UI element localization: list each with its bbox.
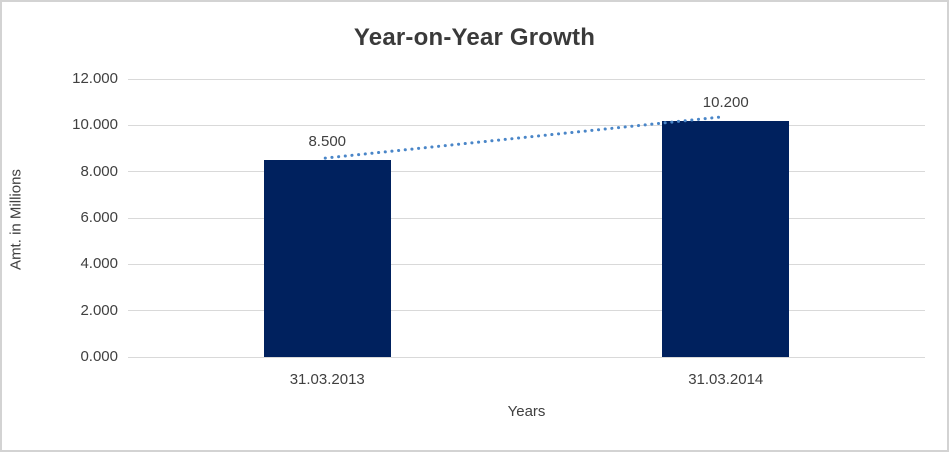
y-tick-label: 6.000 bbox=[80, 209, 118, 226]
gridline bbox=[128, 78, 925, 80]
plot-area: 8.500 10.200 bbox=[128, 78, 925, 358]
y-tick-label: 12.000 bbox=[72, 70, 118, 87]
x-axis-title: Years bbox=[507, 403, 546, 420]
gridline bbox=[128, 356, 925, 358]
y-axis-title: Amt. in Millions bbox=[7, 169, 25, 270]
y-tick-label: 2.000 bbox=[80, 301, 118, 319]
data-label: 8.500 bbox=[308, 133, 347, 151]
gridline bbox=[128, 217, 925, 219]
data-label: 10.200 bbox=[702, 93, 749, 111]
trendline bbox=[323, 115, 726, 160]
gridline bbox=[128, 171, 925, 173]
y-tick-label: 4.000 bbox=[80, 255, 118, 273]
x-tick-label: 31.03.2014 bbox=[688, 371, 764, 388]
gridline bbox=[128, 263, 925, 265]
y-tick-label: 10.000 bbox=[72, 116, 118, 134]
gridline bbox=[128, 310, 925, 312]
bar bbox=[662, 120, 790, 357]
x-tick-label: 31.03.2013 bbox=[289, 371, 365, 388]
chart-title: Year-on-Year Growth bbox=[353, 24, 596, 51]
y-tick-label: 8.000 bbox=[80, 162, 118, 180]
y-tick-label: 0.000 bbox=[80, 348, 118, 365]
bar bbox=[263, 160, 391, 357]
gridline bbox=[128, 124, 925, 126]
